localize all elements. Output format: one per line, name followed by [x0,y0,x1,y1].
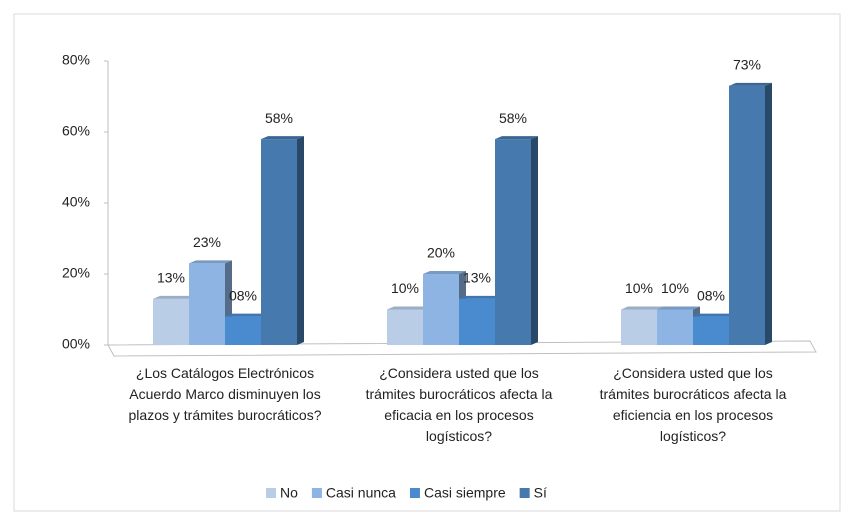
bar-side [531,136,538,345]
bar-top [495,136,538,140]
bar [423,274,459,345]
bar [621,309,657,345]
bar-top [261,136,304,140]
bar-top [729,82,772,86]
legend-label: Casi siempre [424,485,506,501]
x-tick-label: ¿Los Catálogos Electrónicos Acuerdo Marc… [128,365,322,423]
bar-top [153,295,196,299]
bar [495,139,531,345]
bar-top [621,306,664,310]
legend-swatch [311,488,322,498]
legend-label: Casi nunca [326,485,396,501]
y-tick-label: 00% [62,336,90,352]
y-tick-label: 20% [62,265,90,281]
bar-top [423,271,466,274]
value-label: 08% [697,287,725,303]
bar [225,316,261,345]
bar-top [657,306,700,310]
bar [153,298,189,345]
value-label: 23% [193,234,221,250]
x-tick-label: ¿Considera usted que los trámites burocr… [365,365,553,444]
bar-side [765,82,772,345]
value-label: 08% [229,287,257,303]
legend-label: No [280,485,298,501]
value-label: 20% [427,245,455,261]
bar [657,309,693,345]
chart-border [13,13,841,512]
y-tick-label: 40% [62,194,90,210]
value-label: 58% [265,110,293,126]
bar-top [387,306,430,310]
value-label: 13% [463,270,491,286]
floor [107,340,817,357]
bar [261,139,297,345]
bar [387,309,423,345]
y-tick-label: 60% [62,123,90,139]
value-label: 58% [499,110,527,126]
value-label: 13% [157,270,185,286]
bar-top [189,260,232,264]
bar [459,298,495,345]
legend-swatch [519,488,530,498]
legend-swatch [409,488,420,498]
legend-label: Sí [534,485,547,501]
bar-top [459,295,502,299]
bar-top [225,313,268,317]
value-label: 10% [661,280,689,296]
bar [729,85,765,345]
legend-swatch [266,488,276,498]
y-tick-label: 80% [62,52,90,68]
x-tick-label: ¿Considera usted que los trámites burocr… [599,365,787,444]
bar [693,316,729,345]
value-label: 10% [625,280,653,296]
value-label: 73% [733,57,761,73]
bar [189,263,225,345]
bar-top [693,313,736,317]
bar-side [297,136,304,345]
value-label: 10% [391,280,419,296]
